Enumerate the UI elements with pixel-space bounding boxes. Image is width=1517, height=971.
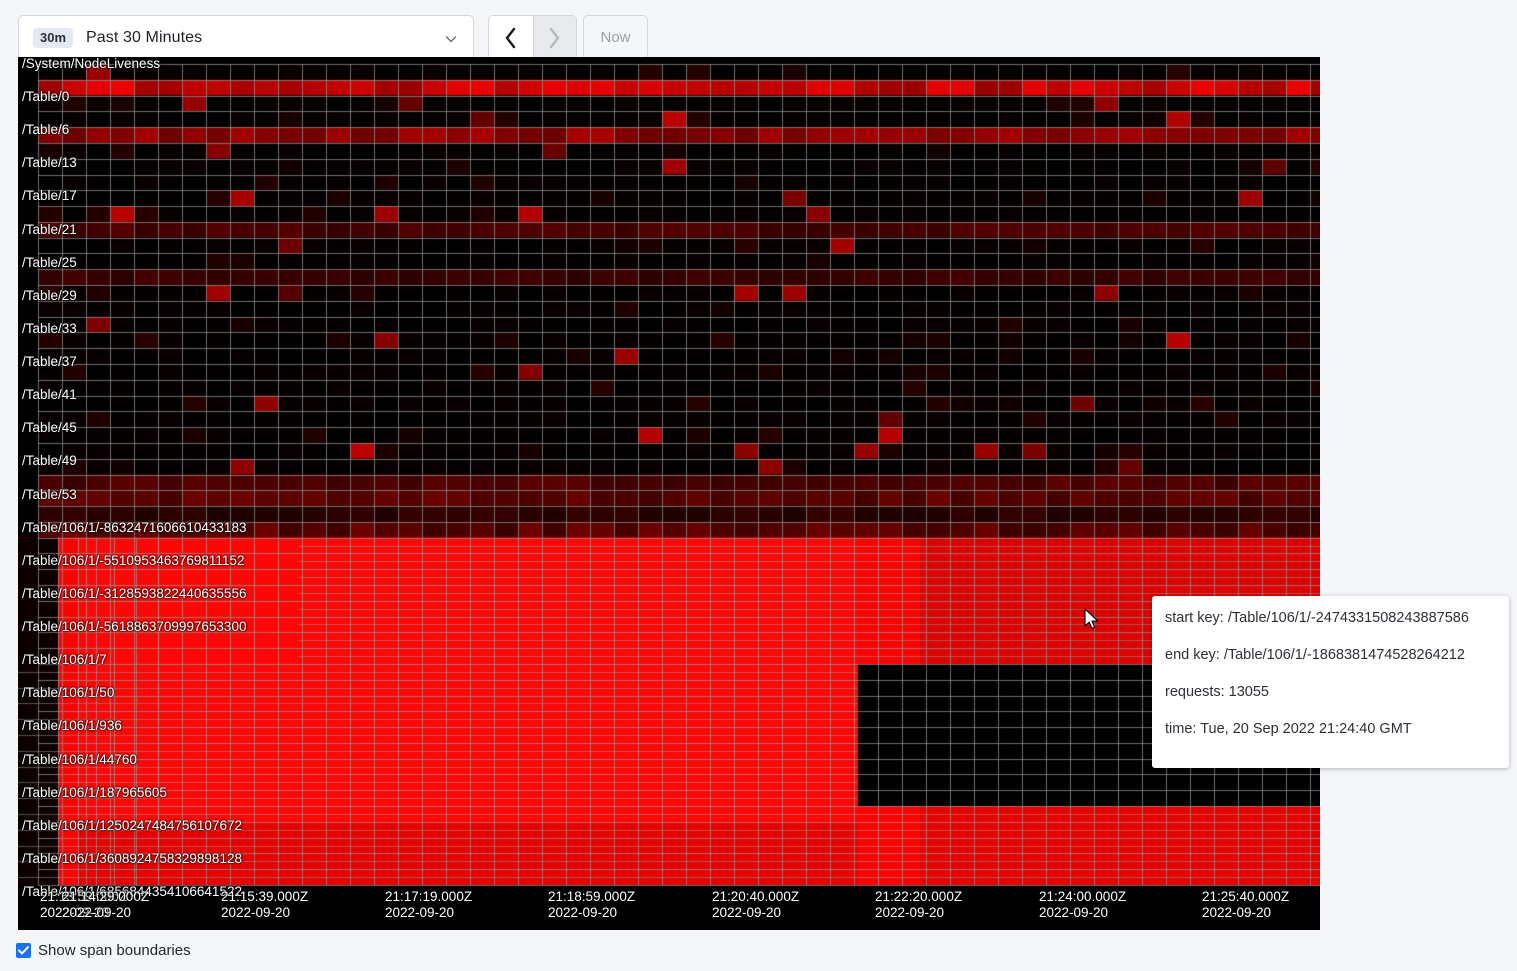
time-nav-group	[488, 15, 577, 60]
tooltip-end-key: end key: /Table/106/1/-18683814745282642…	[1165, 647, 1465, 663]
show-span-boundaries-label[interactable]: Show span boundaries	[38, 942, 191, 959]
tooltip-time: time: Tue, 20 Sep 2022 21:24:40 GMT	[1165, 721, 1412, 737]
tooltip-start-key: start key: /Table/106/1/-247433150824388…	[1165, 610, 1469, 626]
prev-period-button[interactable]	[489, 16, 533, 59]
next-period-button[interactable]	[532, 16, 576, 59]
heatmap-options-bar: Show span boundaries	[0, 930, 1517, 971]
now-button[interactable]: Now	[583, 15, 648, 60]
time-range-select[interactable]: 30m Past 30 Minutes	[18, 15, 474, 60]
range-badge: 30m	[33, 27, 74, 48]
tooltip-requests: requests: 13055	[1165, 684, 1269, 700]
time-range-toolbar: 30m Past 30 Minutes Now	[0, 0, 1517, 60]
key-visualizer-heatmap[interactable]: /System/NodeLiveness/Table/0/Table/6/Tab…	[18, 57, 1320, 930]
heatmap-tooltip: start key: /Table/106/1/-247433150824388…	[1152, 596, 1509, 768]
show-span-boundaries-checkbox[interactable]	[16, 943, 31, 958]
range-label: Past 30 Minutes	[86, 28, 203, 46]
chevron-down-icon	[445, 32, 457, 44]
heatmap-canvas[interactable]	[18, 57, 1320, 930]
